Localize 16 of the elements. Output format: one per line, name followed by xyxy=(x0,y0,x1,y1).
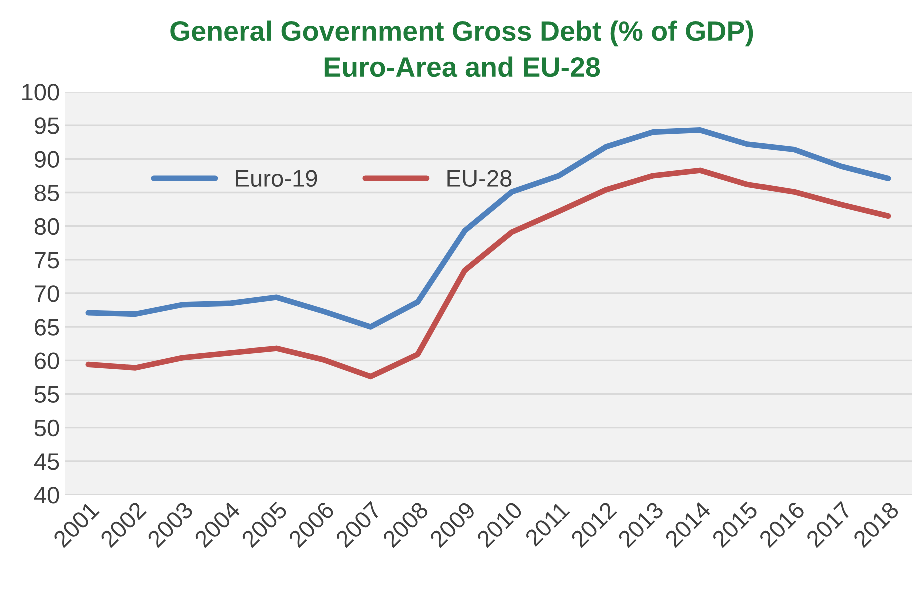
y-tick-label: 70 xyxy=(35,286,60,302)
chart-title: General Government Gross Debt (% of GDP) Euro-Area and EU-28 xyxy=(170,20,754,78)
y-tick-label: 80 xyxy=(34,218,60,236)
y-tick-label: 75 xyxy=(35,252,60,269)
y-tick-label: 65 xyxy=(35,319,60,336)
y-tick-label: 100 xyxy=(22,84,60,101)
y-tick-label: 95 xyxy=(34,118,60,134)
y-tick-label: 45 xyxy=(34,454,60,470)
legend-label: Euro-19 xyxy=(236,170,318,188)
legend-label: EU-28 xyxy=(448,170,512,188)
y-tick-label: 90 xyxy=(34,151,60,168)
y-tick-label: 40 xyxy=(34,487,60,504)
y-tick-label: 55 xyxy=(34,386,60,404)
y-tick-label: 85 xyxy=(34,184,60,202)
y-tick-label: 50 xyxy=(34,420,60,437)
y-tick-label: 60 xyxy=(35,352,60,370)
